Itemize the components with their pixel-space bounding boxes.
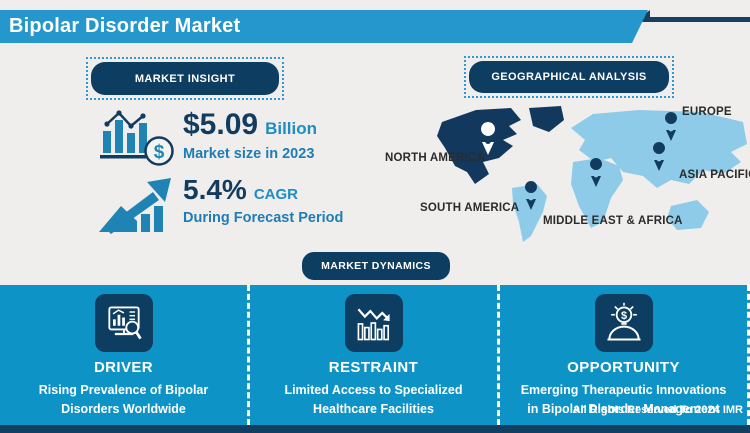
cagr-unit: CAGR [253,186,298,203]
pin-north-america [481,122,496,155]
cagr-value: 5.4% [183,174,247,205]
pin-asia-pacific [653,142,666,171]
geographical-analysis-label: GEOGRAPHICAL ANALYSIS [469,61,669,93]
market-dynamics-panels: DRIVER Rising Prevalence of Bipolar Diso… [0,285,750,425]
geographical-analysis-section-box: GEOGRAPHICAL ANALYSIS [464,56,674,98]
declining-bars-arrow-icon [344,294,403,352]
dollar-sign-glyph: $ [154,142,165,163]
driver-panel: DRIVER Rising Prevalence of Bipolar Diso… [0,285,250,425]
region-label-europe: EUROPE [682,106,732,118]
lightbulb-dollar-icon: $ [594,294,653,352]
dollar-sign-glyph: $ [620,310,626,322]
bottom-bar [0,425,750,433]
market-dynamics-label: MARKET DYNAMICS [302,252,450,280]
cagr-caption: During Forecast Period [183,210,344,226]
restraint-panel: RESTRAINT Limited Access to Specialized … [250,285,500,425]
market-size-unit: Billion [265,119,318,138]
pin-south-america [525,181,538,210]
market-insight-label: MARKET INSIGHT [91,62,279,95]
region-label-asia-pacific: ASIA PACIFIC [679,169,750,181]
restraint-description: Limited Access to Specialized Healthcare… [284,383,463,417]
region-label-middle-east-africa: MIDDLE EAST & AFRICA [543,215,683,227]
market-insight-section-box: MARKET INSIGHT [86,57,284,100]
pin-middle-east-africa [590,158,603,187]
page-title: Bipolar Disorder Market [9,15,241,37]
region-label-south-america: SOUTH AMERICA [420,202,520,214]
opportunity-title: OPPORTUNITY [567,359,680,376]
cagr-stat: 5.4% CAGR During Forecast Period [183,174,344,227]
driver-description: Rising Prevalence of Bipolar Disorders W… [38,383,209,417]
pin-europe [665,112,678,141]
header-ribbon-line [645,17,750,22]
region-label-north-america: NORTH AMERICA [385,152,485,164]
bar-chart-dollar-magnifier-icon: $ [100,110,174,166]
header-bar: Bipolar Disorder Market [0,10,648,43]
copyright-note: All Rights Reserved To 2024 IMR [572,404,743,416]
monitor-chart-magnifier-icon [94,294,153,352]
opportunity-description: Emerging Therapeutic Innovations in Bipo… [520,383,727,417]
market-size-value: $5.09 [183,108,259,141]
opportunity-panel: $ OPPORTUNITY Emerging Therapeutic Innov… [500,285,750,425]
market-size-stat: $5.09 Billion Market size in 2023 [183,108,318,163]
growth-arrow-chart-icon [99,178,171,234]
driver-title: DRIVER [93,359,154,376]
world-map [437,106,747,242]
restraint-title: RESTRAINT [328,359,419,376]
market-size-caption: Market size in 2023 [183,146,315,162]
